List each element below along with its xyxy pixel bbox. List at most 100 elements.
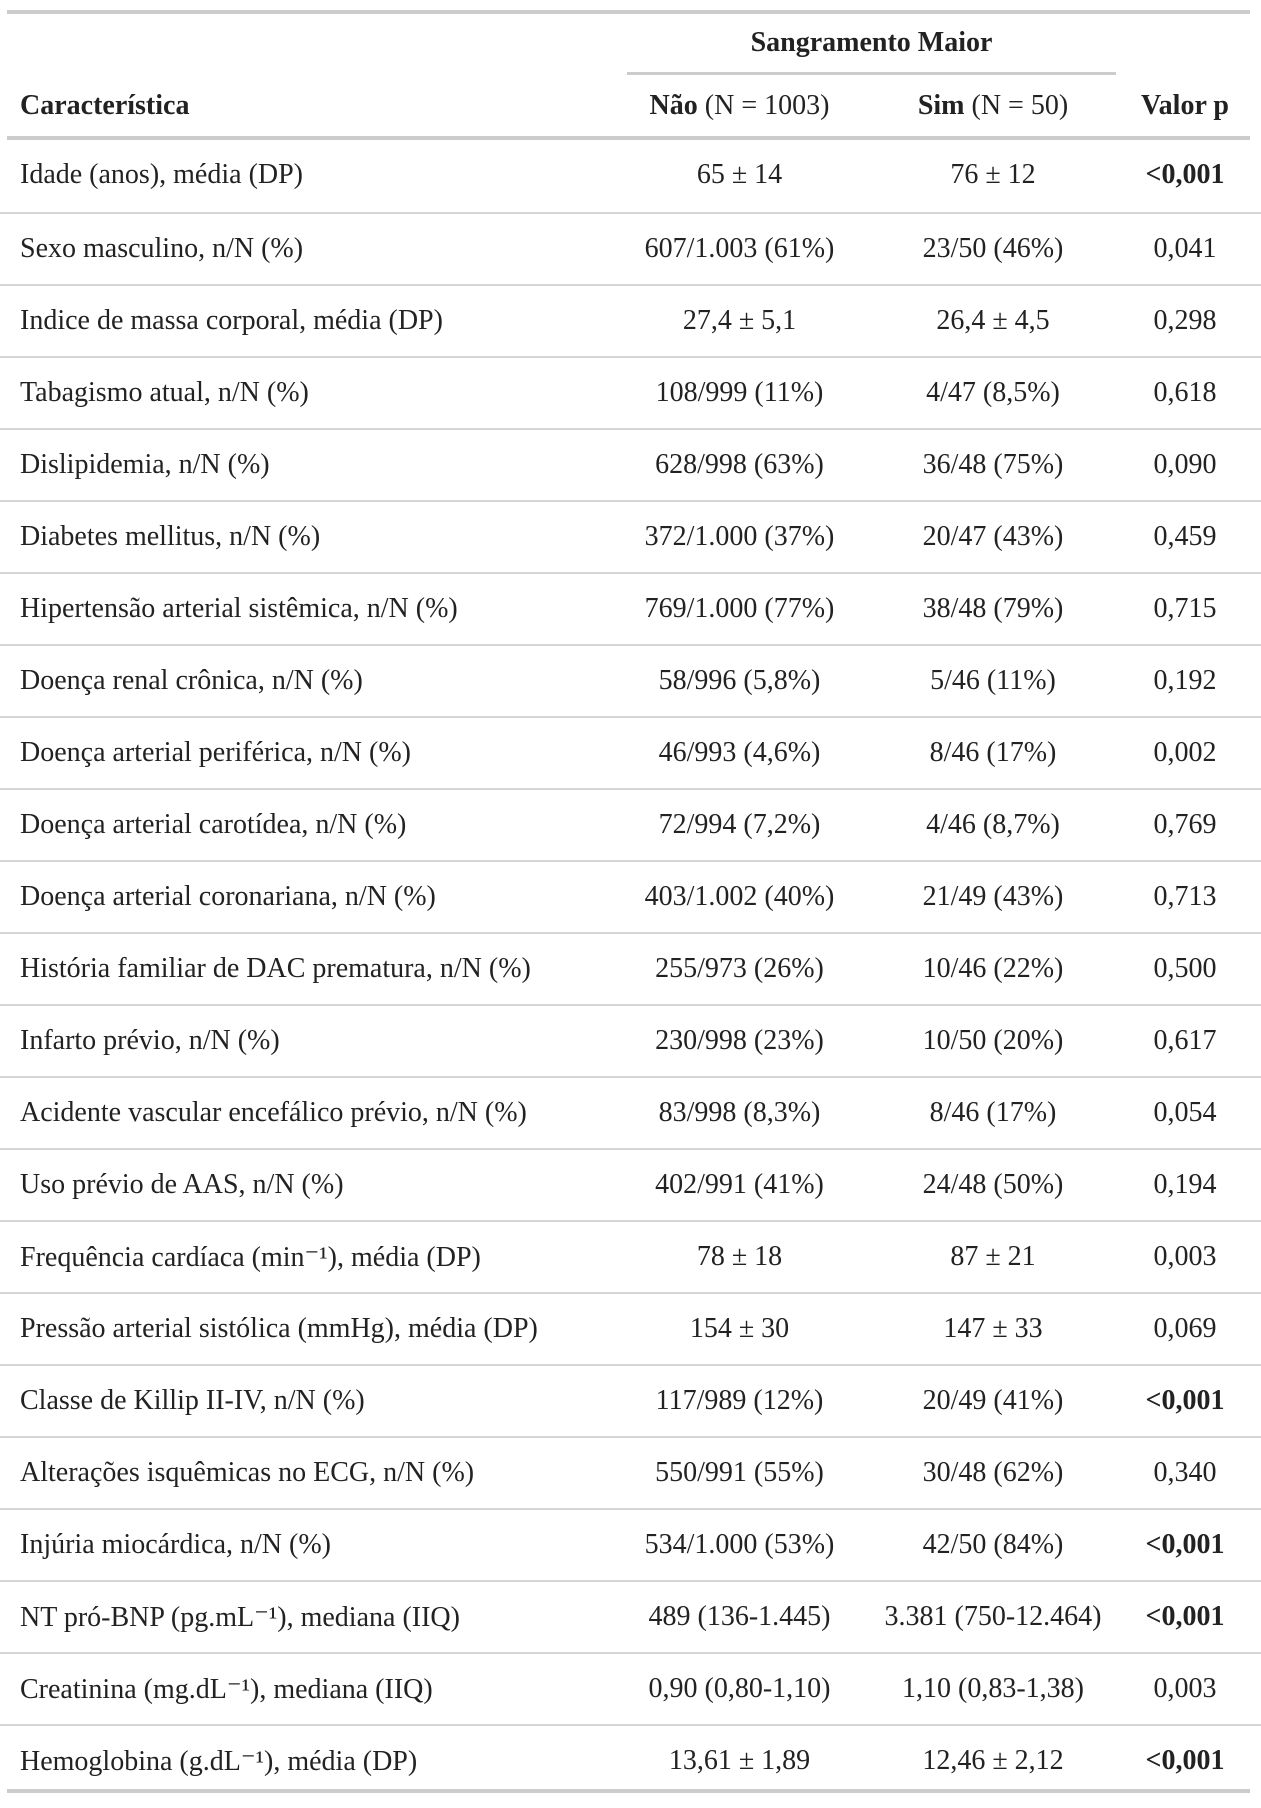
row-pvalue: 0,618 — [1153, 377, 1217, 408]
table-row: Tabagismo atual, n/N (%) 108/999 (11%) 4/4… — [0, 356, 1261, 428]
row-characteristic: Hipertensão arterial sistêmica, n/N (%) — [20, 593, 458, 624]
table-row: Idade (anos), média (DP) 65 ± 14 76 ± 12 <0… — [0, 140, 1261, 212]
row-no-value: 230/998 (23%) — [655, 1025, 824, 1056]
header-no-count: (N = 1003) — [704, 89, 830, 121]
table-row: Alterações isquêmicas no ECG, n/N (%) 550… — [0, 1436, 1261, 1508]
row-characteristic: Alterações isquêmicas no ECG, n/N (%) — [20, 1457, 475, 1488]
row-characteristic: Injúria miocárdica, n/N (%) — [20, 1529, 331, 1560]
table-row: História familiar de DAC prematura, n/N … — [0, 932, 1261, 1004]
row-pvalue: 0,003 — [1153, 1673, 1217, 1704]
row-yes-value: 26,4 ± 4,5 — [936, 305, 1050, 336]
row-pvalue: 0,617 — [1153, 1025, 1217, 1056]
row-yes-value: 20/47 (43%) — [922, 521, 1064, 552]
table-row: Frequência cardíaca (min⁻¹), média (DP) 7… — [0, 1220, 1261, 1292]
row-pvalue: <0,001 — [1145, 1745, 1225, 1776]
row-pvalue: 0,054 — [1153, 1097, 1217, 1128]
row-yes-value: 3.381 (750-12.464) — [884, 1601, 1102, 1632]
row-pvalue: 0,769 — [1153, 809, 1217, 840]
row-characteristic: Acidente vascular encefálico prévio, n/N… — [20, 1097, 527, 1128]
table-row: Pressão arterial sistólica (mmHg), média… — [0, 1292, 1261, 1364]
row-no-value: 403/1.002 (40%) — [644, 881, 835, 912]
row-pvalue: 0,003 — [1153, 1241, 1217, 1272]
row-characteristic: Dislipidemia, n/N (%) — [20, 449, 270, 480]
table-row: NT pró-BNP (pg.mL⁻¹), mediana (IIQ) 489 (… — [0, 1580, 1261, 1652]
row-pvalue: <0,001 — [1145, 1385, 1225, 1416]
row-yes-value: 12,46 ± 2,12 — [922, 1745, 1064, 1776]
row-no-value: 402/991 (41%) — [655, 1169, 824, 1200]
row-pvalue: 0,459 — [1153, 521, 1217, 552]
header-rule — [7, 136, 1250, 140]
table-row: Dislipidemia, n/N (%) 628/998 (63%) 36/48 … — [0, 428, 1261, 500]
row-characteristic: Idade (anos), média (DP) — [20, 159, 304, 190]
row-yes-value: 147 ± 33 — [943, 1313, 1043, 1344]
row-no-value: 154 ± 30 — [689, 1313, 790, 1344]
row-yes-value: 42/50 (84%) — [922, 1529, 1064, 1560]
row-characteristic: Doença arterial coronariana, n/N (%) — [20, 881, 436, 912]
row-yes-value: 38/48 (79%) — [922, 593, 1064, 624]
table-row: Doença arterial coronariana, n/N (%) 403/… — [0, 860, 1261, 932]
table-row: Doença renal crônica, n/N (%) 58/996 (5,8… — [0, 644, 1261, 716]
table-row: Indice de massa corporal, média (DP) 27,4… — [0, 284, 1261, 356]
row-no-value: 108/999 (11%) — [655, 377, 824, 408]
row-pvalue: 0,192 — [1153, 665, 1217, 696]
row-no-value: 83/998 (8,3%) — [658, 1097, 821, 1128]
row-pvalue: 0,069 — [1153, 1313, 1217, 1344]
row-no-value: 255/973 (26%) — [655, 953, 824, 984]
header-characteristic: Característica — [20, 89, 190, 121]
row-pvalue: <0,001 — [1145, 159, 1225, 190]
row-characteristic: Infarto prévio, n/N (%) — [20, 1025, 280, 1056]
table-row: Doença arterial periférica, n/N (%) 46/99… — [0, 716, 1261, 788]
row-no-value: 58/996 (5,8%) — [658, 665, 821, 696]
row-pvalue: 0,194 — [1153, 1169, 1217, 1200]
row-yes-value: 30/48 (62%) — [922, 1457, 1064, 1488]
table-row: Diabetes mellitus, n/N (%) 372/1.000 (37%… — [0, 500, 1261, 572]
group-header-rule — [627, 72, 1116, 75]
row-no-value: 607/1.003 (61%) — [644, 233, 835, 264]
row-characteristic: Tabagismo atual, n/N (%) — [20, 377, 309, 408]
row-pvalue: 0,041 — [1153, 233, 1217, 264]
table-row: Uso prévio de AAS, n/N (%) 402/991 (41%) 2… — [0, 1148, 1261, 1220]
table-row: Injúria miocárdica, n/N (%) 534/1.000 (53… — [0, 1508, 1261, 1580]
header-no-label: Não — [649, 89, 698, 121]
row-yes-value: 5/46 (11%) — [930, 665, 1056, 696]
row-characteristic: NT pró-BNP (pg.mL⁻¹), mediana (IIQ) — [20, 1602, 460, 1633]
row-pvalue: <0,001 — [1145, 1529, 1225, 1560]
row-yes-value: 4/46 (8,7%) — [926, 809, 1060, 840]
table-row: Sexo masculino, n/N (%) 607/1.003 (61%) 23… — [0, 212, 1261, 284]
row-yes-value: 4/47 (8,5%) — [926, 377, 1060, 408]
row-yes-value: 21/49 (43%) — [922, 881, 1064, 912]
row-characteristic: Doença renal crônica, n/N (%) — [20, 665, 363, 696]
row-pvalue: 0,298 — [1153, 305, 1217, 336]
header-row: Característica Não (N = 1003) Sim (N = 5… — [0, 75, 1261, 136]
row-yes-value: 23/50 (46%) — [922, 233, 1064, 264]
row-pvalue: 0,002 — [1153, 737, 1217, 768]
row-no-value: 72/994 (7,2%) — [658, 809, 821, 840]
table-row: Acidente vascular encefálico prévio, n/N… — [0, 1076, 1261, 1148]
row-no-value: 27,4 ± 5,1 — [682, 305, 797, 336]
header-yes-count: (N = 50) — [971, 89, 1069, 121]
row-characteristic: Pressão arterial sistólica (mmHg), média… — [20, 1313, 538, 1344]
row-yes-value: 36/48 (75%) — [922, 449, 1064, 480]
table-row: Hipertensão arterial sistêmica, n/N (%) 7… — [0, 572, 1261, 644]
table-row: Classe de Killip II-IV, n/N (%) 117/989 (… — [0, 1364, 1261, 1436]
row-no-value: 372/1.000 (37%) — [644, 521, 835, 552]
row-no-value: 534/1.000 (53%) — [644, 1529, 835, 1560]
header-pvalue: Valor p — [1141, 89, 1229, 121]
row-yes-value: 87 ± 21 — [950, 1241, 1036, 1272]
row-yes-value: 1,10 (0,83-1,38) — [902, 1673, 1084, 1704]
table-top-rule — [7, 10, 1250, 14]
row-no-value: 46/993 (4,6%) — [658, 737, 821, 768]
header-yes-label: Sim — [917, 89, 965, 121]
row-yes-value: 76 ± 12 — [950, 159, 1036, 190]
group-header: Sangramento Maior — [750, 27, 993, 58]
row-pvalue: 0,340 — [1153, 1457, 1217, 1488]
table-body: Idade (anos), média (DP) 65 ± 14 76 ± 12 <0… — [0, 140, 1261, 1796]
row-no-value: 489 (136-1.445) — [648, 1601, 831, 1632]
row-no-value: 628/998 (63%) — [655, 449, 824, 480]
row-no-value: 65 ± 14 — [696, 159, 783, 190]
row-pvalue: 0,715 — [1153, 593, 1217, 624]
table-row: Hemoglobina (g.dL⁻¹), média (DP) 13,61 ± … — [0, 1724, 1261, 1796]
row-pvalue: 0,713 — [1153, 881, 1217, 912]
row-yes-value: 20/49 (41%) — [922, 1385, 1064, 1416]
row-characteristic: Sexo masculino, n/N (%) — [20, 233, 304, 264]
